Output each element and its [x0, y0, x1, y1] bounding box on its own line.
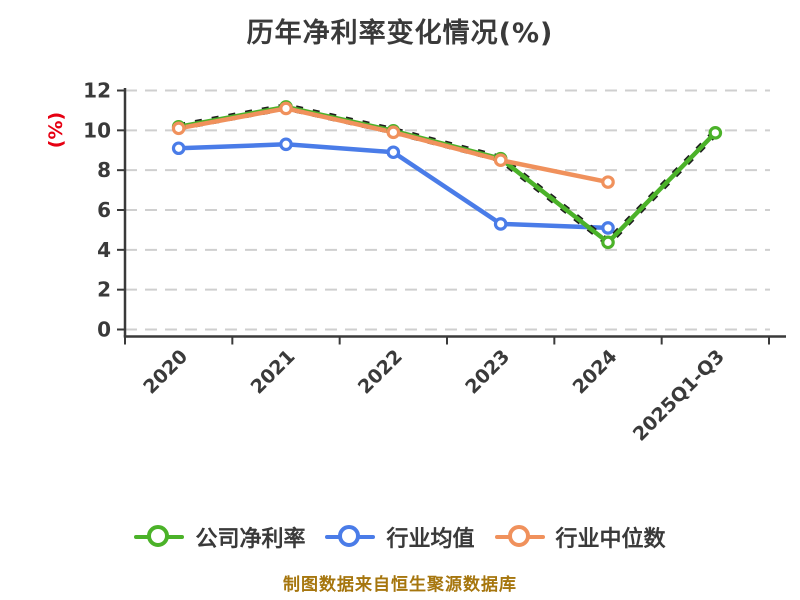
- legend-label: 公司净利率: [195, 527, 306, 552]
- line-chart-plot-area: 0 2 4 6 8 10 12 2020 2021 2022 2023 2024 2025Q1-Q3 (%…: [45, 79, 786, 446]
- legend-label: 行业中位数: [555, 527, 666, 552]
- data-source-note: 制图数据来自恒生聚源数据库: [283, 575, 517, 595]
- legend-marker-icon: [134, 525, 185, 549]
- legend-marker-icon: [494, 525, 545, 549]
- y-tick-label: 4: [97, 238, 111, 262]
- median-data-point: [171, 121, 186, 136]
- average-data-point: [386, 145, 401, 160]
- legend-item: 行业中位数: [494, 521, 666, 553]
- y-tick-label: 2: [97, 278, 111, 302]
- average-data-point: [279, 137, 293, 152]
- company-data-point: [708, 126, 723, 140]
- x-tick-label: 2020: [139, 345, 192, 398]
- legend-item: 公司净利率: [134, 521, 305, 553]
- median-data-point: [601, 175, 615, 189]
- median-data-point: [279, 101, 293, 116]
- x-tick-label: 2021: [247, 345, 300, 398]
- y-tick-label: 12: [83, 79, 111, 103]
- x-tick-label: 2024: [569, 345, 622, 398]
- average-data-point: [171, 141, 186, 156]
- chart-legend: 公司净利率 行业均值 行业中位数: [0, 519, 800, 555]
- chart-title: 历年净利率变化情况(%): [246, 18, 554, 49]
- average-data-point: [493, 217, 508, 231]
- median-data-point: [386, 125, 401, 140]
- average-data-point: [601, 221, 615, 235]
- y-axis-unit-label: (%): [45, 112, 67, 148]
- y-tick-label: 10: [83, 118, 111, 142]
- legend-marker-icon: [325, 525, 376, 549]
- median-data-point: [493, 153, 508, 168]
- x-tick-label: 2023: [461, 345, 514, 398]
- y-tick-label: 0: [97, 318, 111, 342]
- x-tick-label: 2022: [354, 345, 407, 398]
- company-line-dashed-outline: [178, 103, 718, 247]
- company-data-point: [601, 235, 615, 250]
- legend-label: 行业均值: [386, 527, 475, 552]
- y-tick-label: 6: [97, 198, 111, 222]
- company-net-margin-line: [178, 104, 717, 245]
- x-tick-label: 2025Q1-Q3: [629, 345, 729, 445]
- legend-item: 行业均值: [325, 521, 475, 553]
- y-tick-label: 8: [97, 158, 111, 182]
